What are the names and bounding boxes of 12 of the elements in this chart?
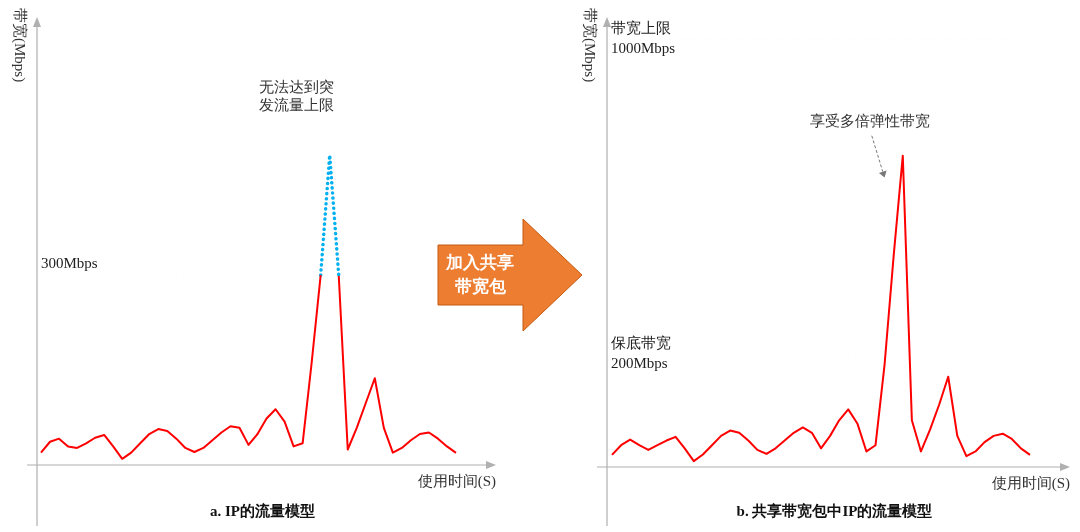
text: a. IP的流量模型 — [210, 501, 315, 519]
x-axis-title: 使用时间(S) — [991, 475, 1070, 493]
x-axis-title: 使用时间(S) — [417, 473, 496, 491]
y-axis-title: 带宽(Mbps) — [11, 8, 29, 83]
text: 无法达到突发流量上限 — [259, 79, 335, 114]
ref-line-label: 300Mbps — [41, 255, 98, 272]
text: b. 共享带宽包中IP的流量模型 — [736, 501, 933, 519]
y-axis-title: 带宽(Mbps) — [581, 8, 599, 83]
annotation: 加入共享带宽包 — [445, 251, 515, 298]
ref-line-label: 带宽上限 1000Mbps — [611, 20, 676, 57]
text: 享受多倍弹性带宽 — [809, 112, 930, 129]
ref-line-label: 保底带宽 200Mbps — [611, 335, 671, 372]
